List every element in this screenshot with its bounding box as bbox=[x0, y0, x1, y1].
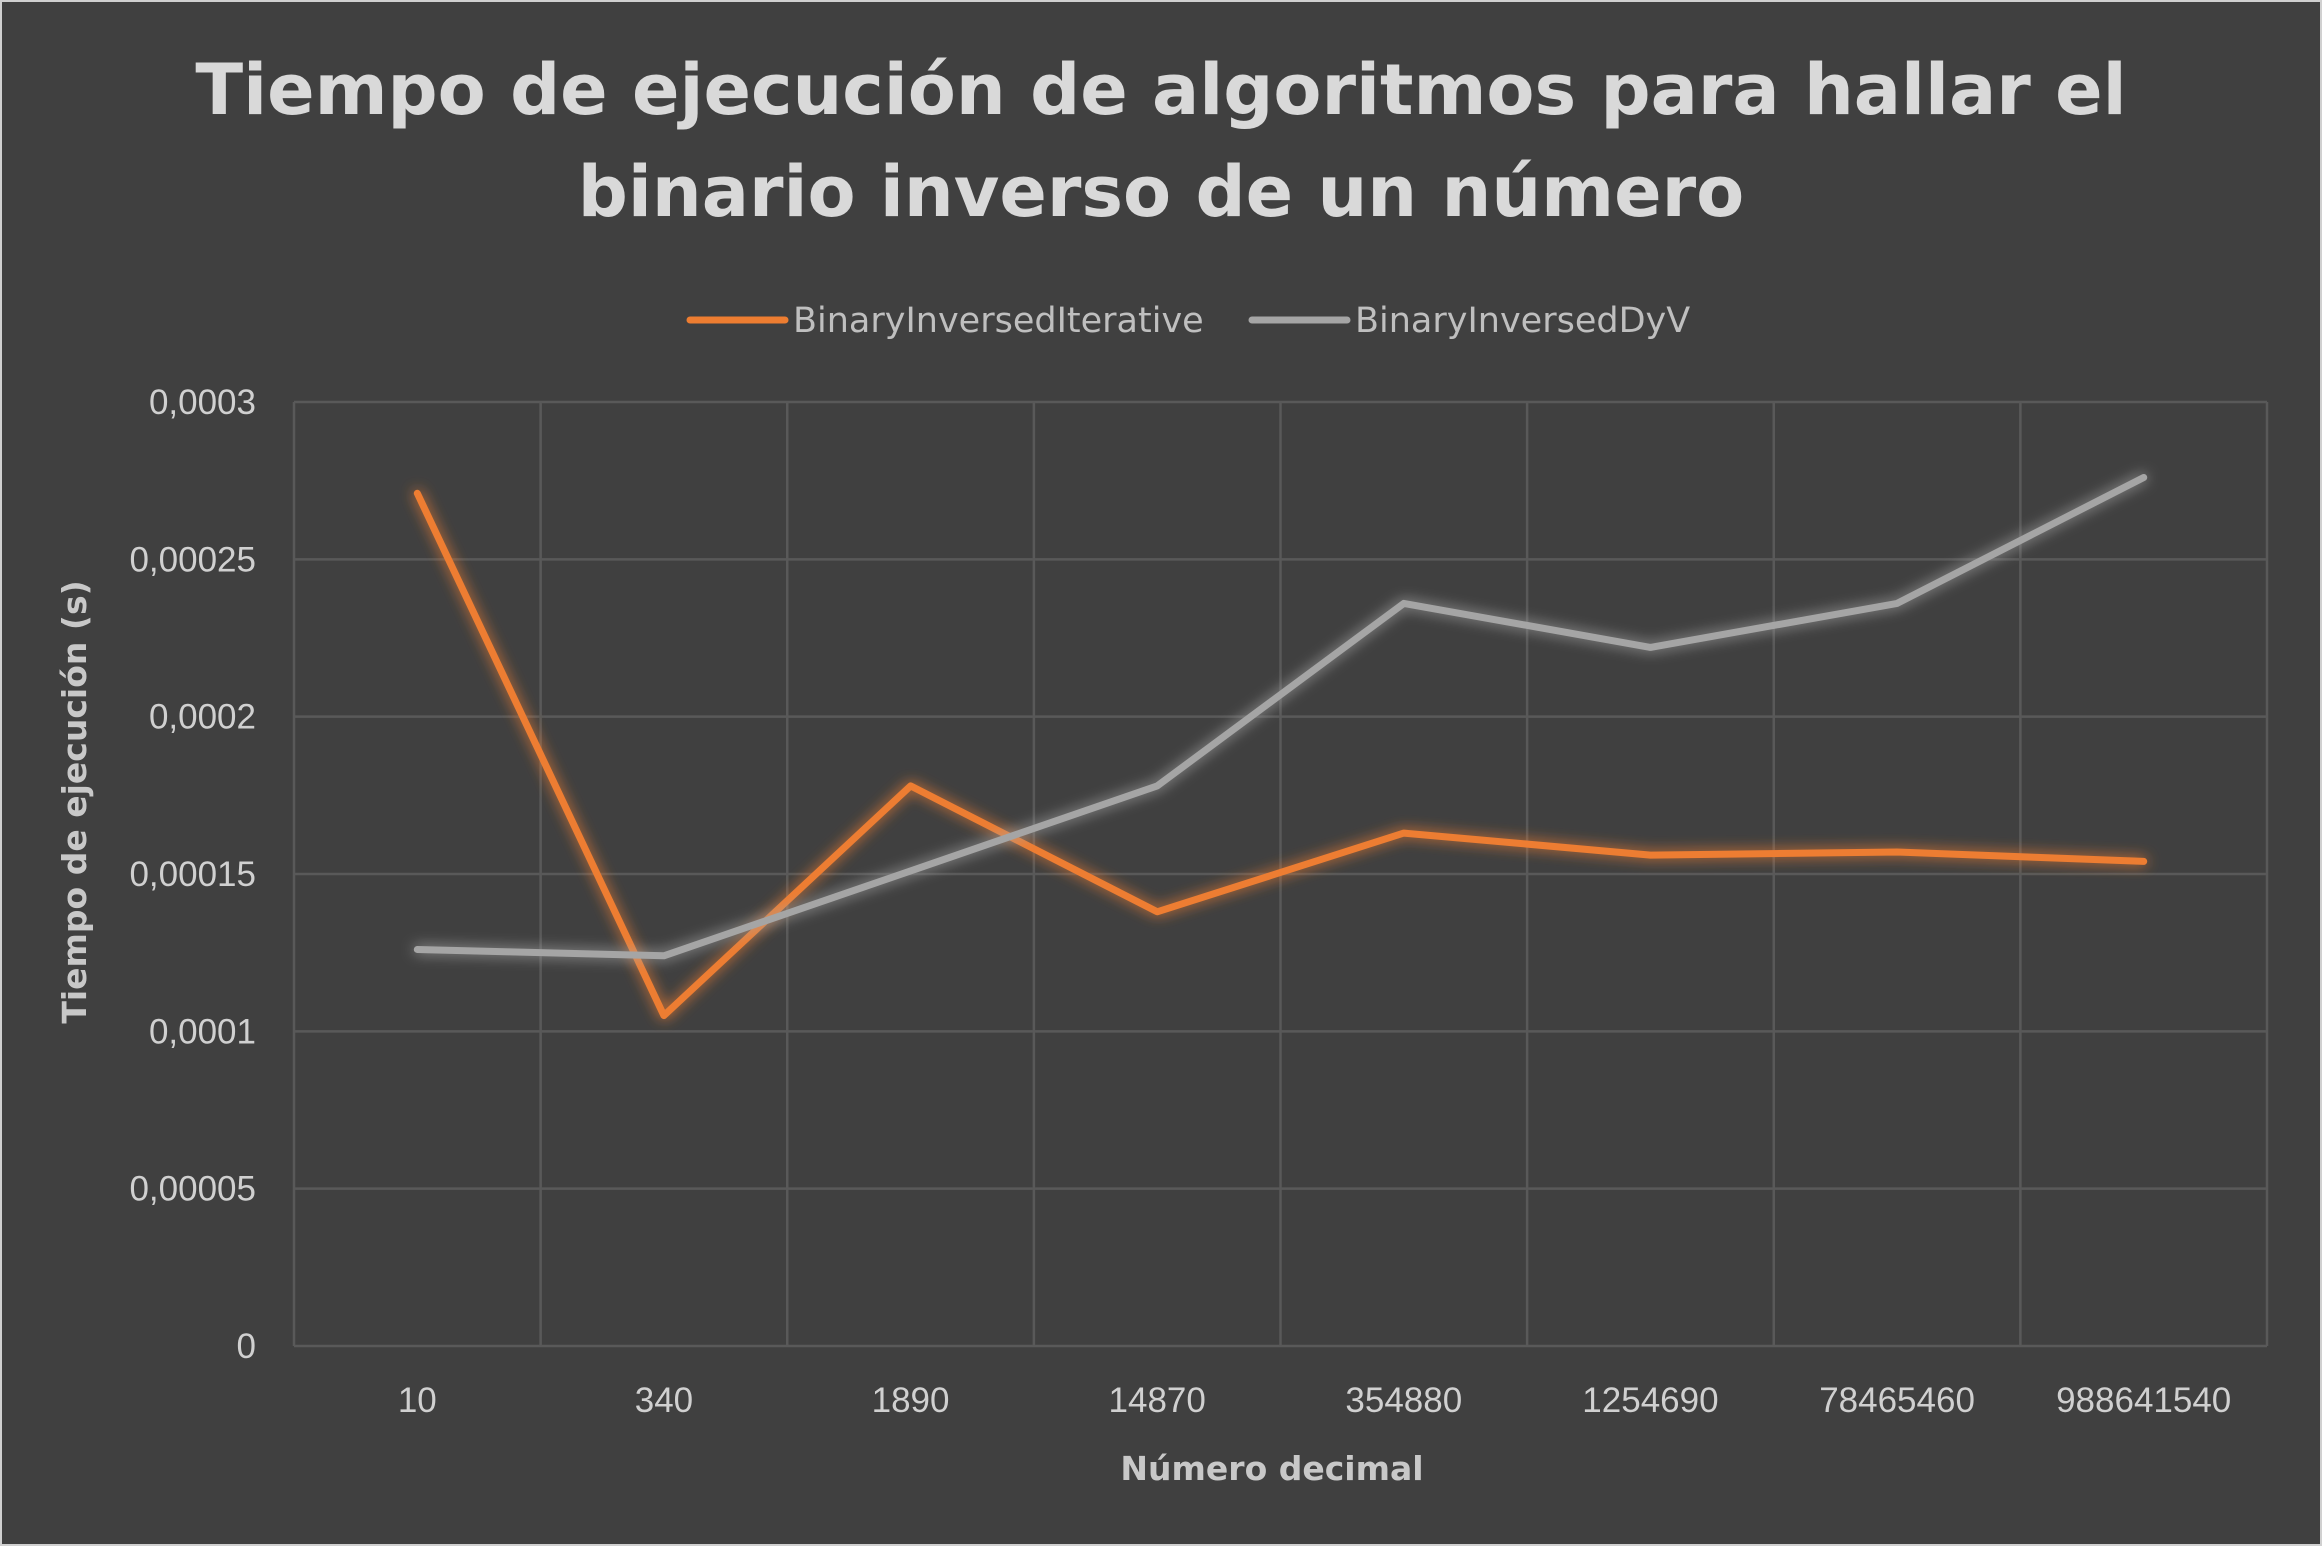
x-tick-label-4: 354880 bbox=[1345, 1381, 1462, 1420]
x-tick-label-0: 10 bbox=[398, 1381, 437, 1420]
x-tick-label-3: 14870 bbox=[1109, 1381, 1206, 1420]
x-tick-label-5: 1254690 bbox=[1582, 1381, 1718, 1420]
series-line-0 bbox=[413, 489, 2148, 1020]
x-axis-title: Número decimal bbox=[1120, 1449, 1423, 1488]
y-tick-label-3: 0,00015 bbox=[129, 855, 256, 894]
y-axis-tick-labels: 0 0,00005 0,0001 0,00015 0,0002 0,00025 0,0003 bbox=[129, 383, 256, 1366]
legend-label-1: BinaryInversedDyV bbox=[1355, 301, 1690, 341]
y-tick-label-5: 0,00025 bbox=[129, 540, 256, 579]
y-tick-label-1: 0,00005 bbox=[129, 1170, 256, 1209]
x-axis-tick-labels: 10 340 1890 14870 354880 1254690 78465460 98864… bbox=[398, 1381, 2231, 1420]
x-tick-label-7: 988641540 bbox=[2056, 1381, 2231, 1420]
series-line-1 bbox=[413, 474, 2148, 960]
series-lines bbox=[413, 474, 2148, 1020]
y-tick-label-0: 0 bbox=[237, 1327, 256, 1366]
legend: BinaryInversedIterative BinaryInversedDyV bbox=[686, 301, 1690, 341]
x-tick-label-6: 78465460 bbox=[1819, 1381, 1975, 1420]
y-axis-title: Tiempo de ejecución (s) bbox=[55, 580, 94, 1023]
x-tick-label-2: 1890 bbox=[872, 1381, 950, 1420]
y-tick-label-4: 0,0002 bbox=[149, 698, 256, 737]
legend-label-0: BinaryInversedIterative bbox=[793, 301, 1204, 341]
y-tick-label-6: 0,0003 bbox=[149, 383, 256, 422]
chart-title-line-1: Tiempo de ejecución de algoritmos para h… bbox=[195, 49, 2126, 131]
x-tick-label-1: 340 bbox=[635, 1381, 693, 1420]
y-tick-label-2: 0,0001 bbox=[149, 1012, 256, 1051]
chart-title-line-2: binario inverso de un número bbox=[578, 151, 1744, 233]
